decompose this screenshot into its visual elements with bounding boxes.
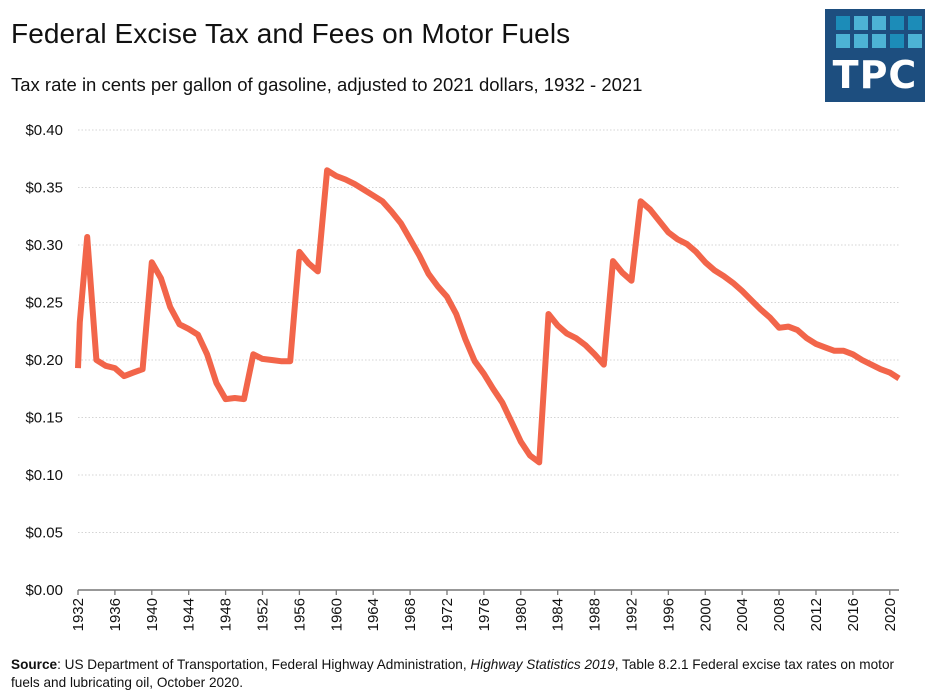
source-label: Source — [11, 657, 58, 672]
logo-square-grid — [836, 16, 922, 48]
x-tick-label: 2004 — [734, 598, 751, 631]
logo-square — [872, 34, 886, 48]
y-tick-label: $0.40 — [25, 122, 63, 139]
x-tick-label: 2008 — [771, 598, 788, 631]
source-note: Source: US Department of Transportation,… — [11, 656, 926, 692]
x-tick-label: 1936 — [107, 598, 124, 631]
logo-square — [854, 16, 868, 30]
x-tick-label: 2000 — [697, 598, 714, 631]
y-tick-label: $0.00 — [25, 582, 63, 599]
line-chart: $0.00 $0.05 $0.10 $0.15 $0.20 $0.25 $0.30 $0.35… — [25, 122, 901, 631]
x-tick-label: 2012 — [808, 598, 825, 631]
logo-square — [854, 34, 868, 48]
x-tick-label: 1972 — [439, 598, 456, 631]
y-axis-ticks: $0.00 $0.05 $0.10 $0.15 $0.20 $0.25 $0.30 $0.35… — [25, 122, 63, 599]
x-tick-label: 1956 — [291, 598, 308, 631]
logo-square — [836, 34, 850, 48]
x-tick-label: 2020 — [882, 598, 899, 631]
x-tick-label: 1988 — [587, 598, 604, 631]
logo-square — [872, 16, 886, 30]
source-publication: Highway Statistics 2019 — [470, 657, 615, 672]
x-tick-label: 1960 — [328, 598, 345, 631]
x-tick-label: 1984 — [550, 598, 567, 631]
x-tick-label: 1992 — [623, 598, 640, 631]
x-tick-label: 1932 — [70, 598, 87, 631]
x-tick-label: 1976 — [476, 598, 493, 631]
x-tick-label: 1948 — [218, 598, 235, 631]
y-tick-label: $0.10 — [25, 467, 63, 484]
series-line — [75, 167, 901, 466]
logo-square — [890, 34, 904, 48]
logo-text: TPC — [832, 53, 918, 97]
x-axis: 1932 1936 1940 1944 1948 1952 1956 1960 1964 1968… — [70, 589, 899, 631]
series-layer — [75, 167, 901, 466]
x-tick-label: 1996 — [660, 598, 677, 631]
logo-square — [890, 16, 904, 30]
y-tick-label: $0.30 — [25, 237, 63, 254]
x-tick-label: 1980 — [513, 598, 530, 631]
x-tick-label: 1952 — [254, 598, 271, 631]
y-tick-label: $0.35 — [25, 180, 63, 197]
y-tick-label: $0.25 — [25, 295, 63, 312]
gridlines — [78, 129, 899, 533]
chart-subtitle: Tax rate in cents per gallon of gasoline… — [11, 74, 643, 95]
logo-square — [908, 16, 922, 30]
chart-title: Federal Excise Tax and Fees on Motor Fue… — [11, 18, 571, 49]
source-text-1: : US Department of Transportation, Feder… — [57, 657, 471, 672]
x-tick-label: 1944 — [181, 598, 198, 631]
x-tick-label: 2016 — [845, 598, 862, 631]
x-tick-label: 1968 — [402, 598, 419, 631]
y-tick-label: $0.20 — [25, 352, 63, 369]
x-tick-label: 1964 — [365, 598, 382, 631]
y-tick-label: $0.05 — [25, 525, 63, 542]
x-tick-label: 1940 — [144, 598, 161, 631]
tpc-logo: TPC — [825, 9, 925, 102]
logo-square — [908, 34, 922, 48]
source-text-2: , Table 8.2.1 Federal excise tax rates o… — [11, 657, 895, 690]
logo-square — [836, 16, 850, 30]
y-tick-label: $0.15 — [25, 410, 63, 427]
